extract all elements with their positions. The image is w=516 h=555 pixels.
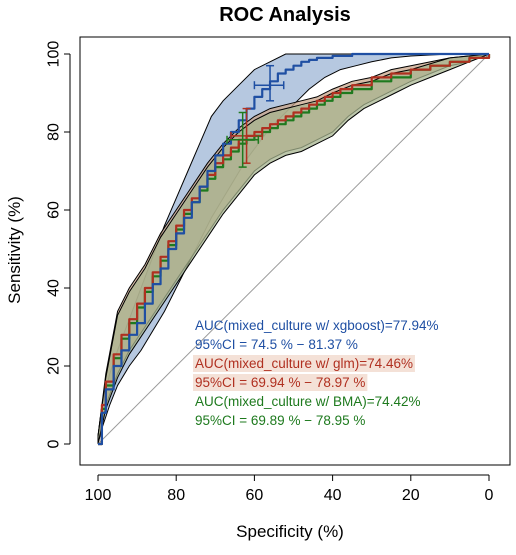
roc-line-xgboost xyxy=(98,52,489,446)
y-tick-label-0: 0 xyxy=(46,439,63,448)
x-axis-label: Specificity (%) xyxy=(236,522,344,541)
auc-annotation-0: AUC(mixed_culture w/ xgboost)=77.94% xyxy=(195,318,439,333)
ci-crosshair-glm xyxy=(230,107,263,164)
x-tick-label-20: 20 xyxy=(402,487,420,504)
auc-annotation-1: 95%CI = 74.5 % − 81.37 % xyxy=(195,337,358,352)
chart-title: ROC Analysis xyxy=(219,4,351,26)
y-axis-label: Sensitivity (%) xyxy=(5,196,24,304)
auc-annotations: AUC(mixed_culture w/ xgboost)=77.94% 95%C… xyxy=(193,318,439,428)
auc-annotation-highlight-3 xyxy=(193,374,368,391)
axis-ticks: 0 20 40 60 80 100 100 80 60 40 20 0 xyxy=(46,41,494,504)
plot-area xyxy=(79,36,511,466)
ci-crosshair-BMA xyxy=(226,111,260,168)
plot-frame xyxy=(79,36,511,466)
x-tick-label-80: 80 xyxy=(167,487,185,504)
y-tick-label-80: 80 xyxy=(46,123,63,141)
x-tick-label-0: 0 xyxy=(485,487,494,504)
x-tick-label-60: 60 xyxy=(246,487,264,504)
x-tick-label-100: 100 xyxy=(85,487,112,504)
reference-diagonal xyxy=(97,53,490,445)
y-tick-label-20: 20 xyxy=(46,357,63,375)
auc-annotation-5: 95%CI = 69.89 % − 78.95 % xyxy=(195,413,365,428)
auc-annotation-3: 95%CI = 69.94 % − 78.97 % xyxy=(195,375,365,390)
y-tick-label-100: 100 xyxy=(46,41,63,68)
auc-annotation-4: AUC(mixed_culture w/ BMA)=74.42% xyxy=(195,394,420,409)
x-tick-label-40: 40 xyxy=(324,487,342,504)
auc-annotation-2: AUC(mixed_culture w/ glm)=74.46% xyxy=(195,356,413,371)
ci-crosshair-xgboost xyxy=(253,64,285,102)
y-tick-label-40: 40 xyxy=(46,279,63,297)
auc-annotation-highlight-2 xyxy=(193,355,415,372)
y-tick-label-60: 60 xyxy=(46,201,63,219)
